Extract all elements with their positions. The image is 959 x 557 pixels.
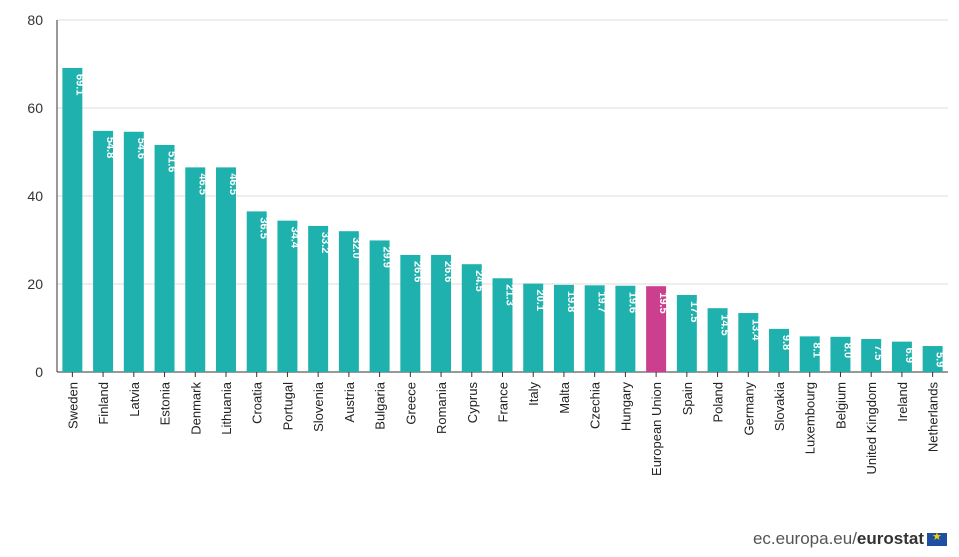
- x-tick-label: Cyprus: [465, 382, 480, 424]
- bar: [246, 211, 267, 372]
- bar: [93, 130, 114, 372]
- x-tick-label: Latvia: [127, 381, 142, 416]
- eurostat-brand: eurostat: [856, 529, 924, 548]
- x-tick-label: Ireland: [895, 382, 910, 422]
- x-tick-label: Luxembourg: [803, 382, 818, 454]
- data-label: 19.7: [596, 291, 608, 312]
- bar: [553, 284, 574, 372]
- x-tick-label: Czechia: [588, 381, 603, 429]
- source-url: ec.europa.eu/: [752, 529, 857, 548]
- y-tick-label: 20: [27, 276, 43, 292]
- data-label: 14.5: [719, 314, 731, 335]
- y-tick-label: 60: [27, 100, 43, 116]
- x-tick-label: Lithuania: [219, 381, 234, 435]
- x-tick-label: Greece: [403, 382, 418, 425]
- data-label: 19.8: [565, 291, 577, 312]
- bar: [769, 328, 790, 372]
- bar: [431, 254, 452, 372]
- bar: [62, 67, 83, 373]
- data-label: 32.0: [350, 237, 362, 258]
- data-label: 7.5: [872, 345, 884, 360]
- data-label: 36.5: [258, 217, 270, 238]
- bar: [676, 295, 697, 372]
- bar: [738, 313, 759, 372]
- data-label: 34.4: [288, 227, 300, 249]
- x-tick-label: Poland: [711, 382, 726, 422]
- x-tick-label: Malta: [557, 381, 572, 414]
- bar: [922, 346, 943, 372]
- bar: [461, 264, 482, 372]
- bar: [277, 220, 298, 372]
- x-tick-label: Sweden: [65, 382, 80, 429]
- data-label: 24.5: [473, 270, 485, 291]
- x-tick-label: Denmark: [188, 382, 203, 435]
- bar: [215, 167, 236, 372]
- x-tick-label: Bulgaria: [373, 381, 388, 429]
- y-tick-label: 80: [27, 12, 43, 28]
- category-labels: Sweden Finland Latvia Estonia Denmark Lithuan…: [65, 381, 940, 476]
- y-tick-label: 0: [35, 364, 43, 380]
- data-label: 13.4: [749, 319, 761, 341]
- data-label: 8.0: [841, 343, 853, 358]
- bar: [154, 144, 175, 372]
- data-label: 21.3: [504, 284, 516, 305]
- bar: [185, 167, 206, 372]
- y-tick-label: 40: [27, 188, 43, 204]
- x-tick-label: Austria: [342, 381, 357, 422]
- bar: [799, 336, 820, 372]
- bar: [830, 336, 851, 372]
- bar: [615, 285, 636, 372]
- eu-flag-icon: [927, 530, 947, 546]
- bars: 69.1 54.8 54.6 51.6 46.5 46.5 36.5 34.4 33.2 32.0…: [62, 67, 946, 373]
- data-label: 69.1: [73, 74, 85, 95]
- x-tick-label: Belgium: [833, 382, 848, 429]
- data-label: 51.6: [166, 151, 178, 172]
- data-label: 54.8: [104, 137, 116, 158]
- x-tick-label: Slovakia: [772, 381, 787, 431]
- bar: [707, 308, 728, 372]
- x-tick-label: Croatia: [250, 381, 265, 424]
- bar: [523, 283, 544, 372]
- x-tick-label: United Kingdom: [864, 382, 879, 475]
- x-tick-label: Spain: [680, 382, 695, 415]
- data-label: 54.6: [135, 138, 147, 159]
- bar: [861, 339, 882, 372]
- source-footer: ec.europa.eu/ eurostat: [753, 529, 947, 549]
- data-label: 5.9: [934, 352, 946, 367]
- bar: [891, 341, 912, 372]
- data-label: 46.5: [196, 173, 208, 194]
- data-label: 20.1: [534, 290, 546, 311]
- data-label: 29.9: [381, 246, 393, 267]
- data-label: 8.1: [811, 342, 823, 357]
- data-label: 6.9: [903, 348, 915, 363]
- data-label: 19.6: [626, 292, 638, 313]
- x-tick-label: Germany: [741, 382, 756, 436]
- x-tick-label: Netherlands: [926, 382, 941, 453]
- x-tick-label: European Union: [649, 382, 664, 476]
- bar: [492, 278, 513, 372]
- x-tick-label: France: [496, 382, 511, 422]
- data-label: 9.8: [780, 335, 792, 350]
- data-label: 26.6: [411, 261, 423, 282]
- data-label: 19.5: [657, 292, 669, 313]
- bar: [400, 254, 421, 372]
- bar: [369, 240, 390, 372]
- bar: [123, 131, 144, 372]
- x-tick-label: Romania: [434, 381, 449, 434]
- bar: [646, 286, 667, 372]
- x-tick-label: Hungary: [618, 382, 633, 432]
- bar: [308, 225, 329, 372]
- data-label: 33.2: [319, 232, 331, 253]
- data-label: 17.5: [688, 301, 700, 322]
- x-tick-label: Portugal: [280, 382, 295, 431]
- data-label: 26.6: [442, 261, 454, 282]
- data-label: 46.5: [227, 173, 239, 194]
- x-tick-label: Slovenia: [311, 381, 326, 432]
- x-tick-label: Italy: [526, 382, 541, 406]
- bar: [584, 285, 605, 372]
- x-tick-label: Estonia: [158, 381, 173, 425]
- x-tick-label: Finland: [96, 382, 111, 425]
- bar: [338, 231, 359, 372]
